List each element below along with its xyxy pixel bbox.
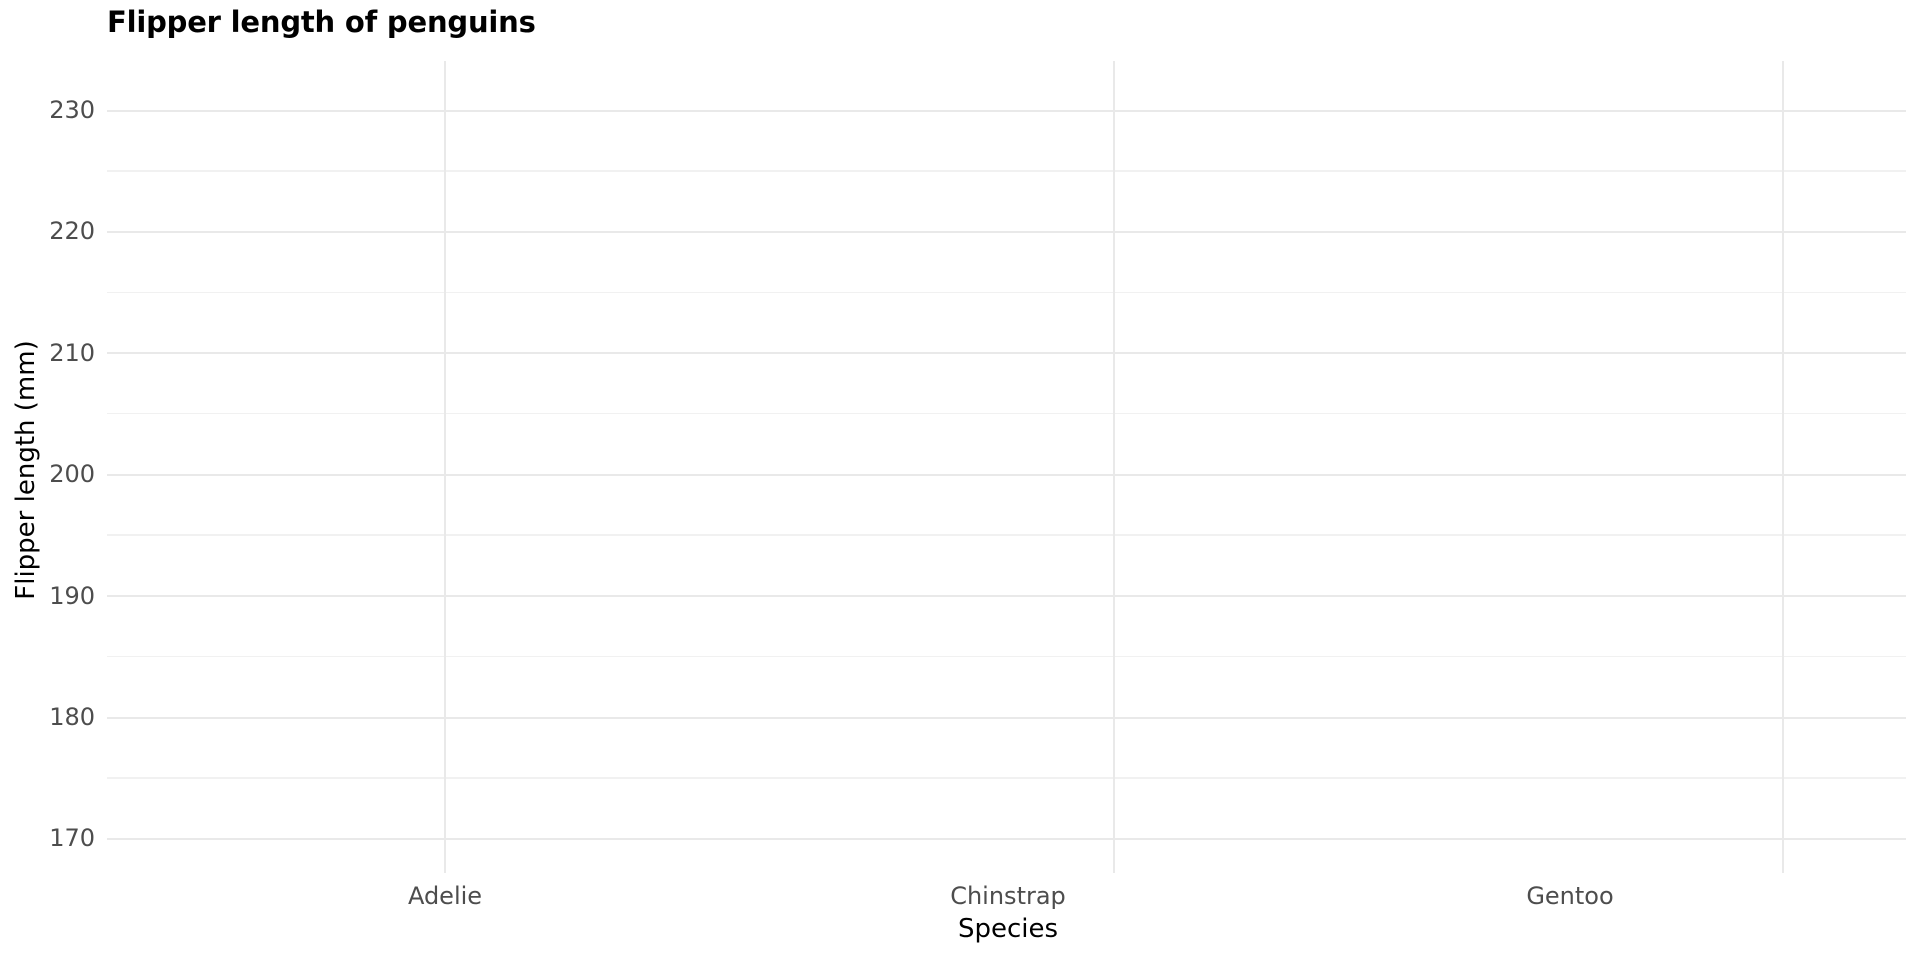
gridline-y-215 — [107, 291, 1906, 293]
gridline-y-195 — [107, 534, 1906, 536]
gridline-y-180 — [107, 716, 1906, 719]
ytick-label-210: 210 — [49, 339, 95, 367]
gridline-y-175 — [107, 777, 1906, 779]
gridline-y-185 — [107, 655, 1906, 658]
ytick-label-220: 220 — [49, 217, 95, 245]
ytick-label-170: 170 — [49, 824, 95, 852]
gridline-y-170 — [107, 837, 1906, 841]
ytick-label-180: 180 — [49, 703, 95, 731]
chart-title: Flipper length of penguins — [107, 5, 536, 39]
ytick-label-200: 200 — [49, 460, 95, 488]
gridline-y-210 — [107, 352, 1906, 355]
gridline-y-190 — [107, 595, 1906, 598]
gridline-y-225 — [107, 170, 1906, 172]
gridline-x-chinstrap — [1113, 61, 1116, 862]
gridline-y-230 — [107, 109, 1906, 112]
xtick-label-chinstrap: Chinstrap — [950, 882, 1066, 910]
x-axis-title: Species — [957, 914, 1059, 944]
data-marks-layer — [107, 61, 1906, 862]
xtick-mark-chinstrap — [1113, 862, 1116, 873]
gridline-y-200 — [107, 473, 1906, 476]
gridline-x-adelie — [444, 61, 447, 862]
gridline-y-220 — [107, 230, 1906, 234]
ytick-label-190: 190 — [49, 582, 95, 610]
xtick-mark-adelie — [444, 862, 447, 873]
xtick-label-gentoo: Gentoo — [1526, 882, 1614, 910]
y-axis-title: Flipper length (mm) — [11, 340, 41, 600]
xtick-label-adelie: Adelie — [407, 882, 483, 910]
gridline-x-gentoo — [1782, 61, 1785, 862]
xtick-mark-gentoo — [1782, 862, 1785, 873]
ytick-label-230: 230 — [49, 96, 95, 124]
gridline-y-205 — [107, 413, 1906, 415]
plot-area — [107, 61, 1906, 873]
